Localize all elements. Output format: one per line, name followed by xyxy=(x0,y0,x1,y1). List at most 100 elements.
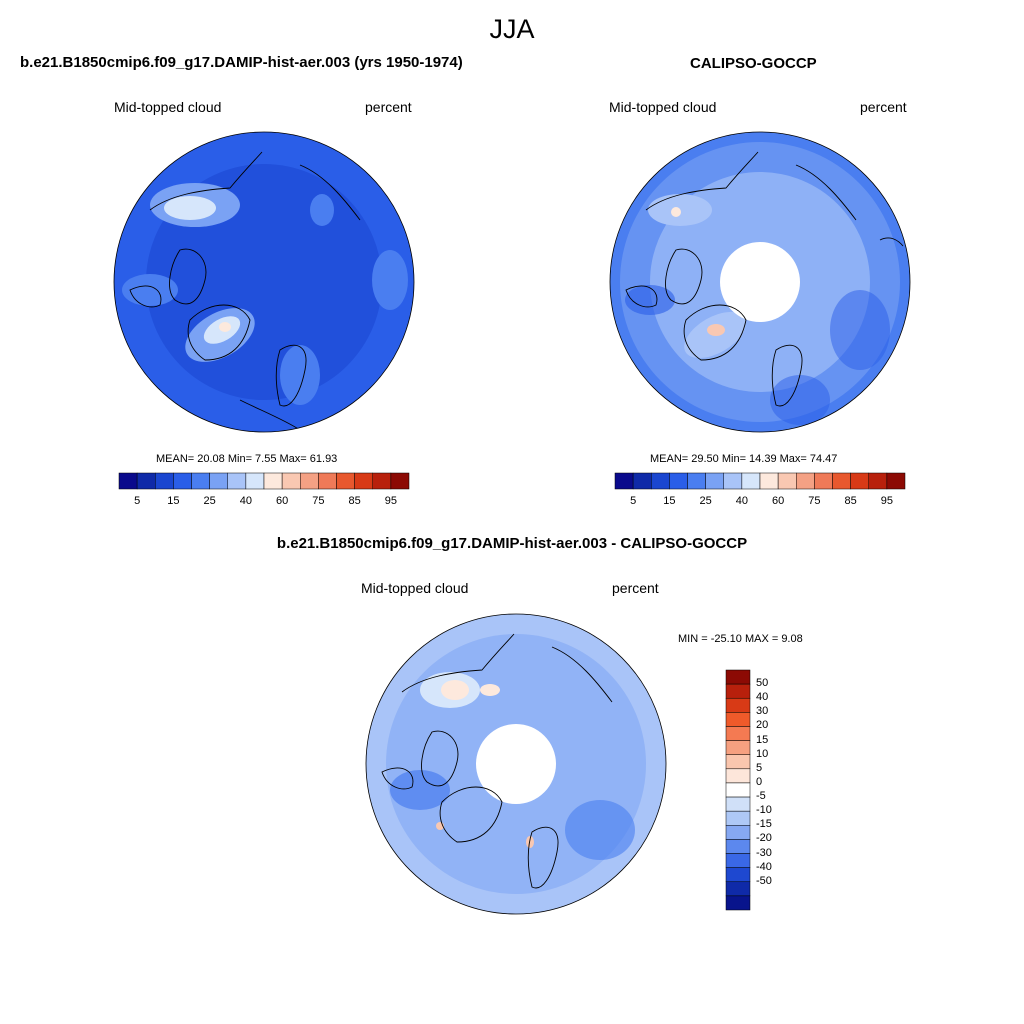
model-colorbar-tick-label: 75 xyxy=(312,495,325,507)
model-colorbar-swatch xyxy=(281,472,301,490)
model-units-label: percent xyxy=(365,99,412,115)
diff-colorbar-tick-label: 0 xyxy=(756,775,763,788)
diff-colorbar-swatch xyxy=(725,895,751,911)
diff-variable-label: Mid-topped cloud xyxy=(361,580,469,596)
diff-colorbar-tick-label: -15 xyxy=(756,818,772,831)
model-colorbar-tick-label: 60 xyxy=(276,495,289,507)
model-colorbar-swatch xyxy=(390,472,410,490)
obs-colorbar-swatch xyxy=(741,472,761,490)
diff-colorbar-tick-label: -5 xyxy=(756,790,766,803)
model-colorbar-tick-label: 5 xyxy=(134,495,141,507)
diff-colorbar-tick-label: 50 xyxy=(756,677,769,690)
figure-title: JJA xyxy=(489,14,535,44)
obs-variable-label: Mid-topped cloud xyxy=(609,99,717,115)
diff-colorbar-tick-label: -30 xyxy=(756,846,772,859)
diff-colorbar-swatch xyxy=(725,740,751,755)
diff-colorbar-tick-label: 10 xyxy=(756,747,769,760)
model-colorbar-swatch xyxy=(209,472,228,490)
diff-stats: MIN = -25.10 MAX = 9.08 xyxy=(678,633,803,645)
model-colorbar-swatch xyxy=(318,472,337,490)
diff-colorbar-swatch xyxy=(725,853,751,868)
model-colorbar-swatch xyxy=(336,472,355,490)
diff-colorbar-swatch xyxy=(725,726,751,741)
obs-coastlines xyxy=(625,151,904,407)
model-colorbar-tick-label: 25 xyxy=(203,495,216,507)
obs-colorbar-tick-label: 75 xyxy=(808,495,821,507)
diff-colorbar-swatch xyxy=(725,796,751,812)
model-colorbar-tick-label: 85 xyxy=(348,495,361,507)
diff-colorbar-swatch xyxy=(725,754,751,770)
obs-colorbar-tick-label: 25 xyxy=(699,495,712,507)
obs-colorbar-swatch xyxy=(687,472,706,490)
diff-colorbar-tick-label: 15 xyxy=(756,733,769,746)
obs-colorbar-swatch xyxy=(632,472,652,490)
obs-colorbar-swatch xyxy=(669,472,688,490)
obs-colorbar xyxy=(614,472,906,490)
diff-colorbar-swatch xyxy=(725,810,751,826)
model-colorbar-swatch xyxy=(372,472,392,490)
obs-colorbar-swatch xyxy=(832,472,851,490)
obs-colorbar-swatch xyxy=(723,472,743,490)
diff-colorbar-tick-label: -40 xyxy=(756,860,772,873)
obs-polar-map xyxy=(610,132,910,432)
diff-colorbar-swatch xyxy=(725,768,751,784)
obs-colorbar-swatch xyxy=(814,472,833,490)
model-colorbar-swatch xyxy=(173,472,192,490)
diff-colorbar-swatch xyxy=(725,782,751,798)
diff-panel-title: b.e21.B1850cmip6.f09_g17.DAMIP-hist-aer.… xyxy=(276,535,748,552)
obs-colorbar-swatch xyxy=(868,472,888,490)
diff-map-border xyxy=(365,613,667,915)
diff-colorbar-swatch xyxy=(725,867,751,883)
model-colorbar-swatch xyxy=(136,472,156,490)
model-colorbar-swatch xyxy=(263,472,283,490)
diff-colorbar-tick-label: -20 xyxy=(756,832,772,845)
obs-panel-title: CALIPSO-GOCCP xyxy=(690,55,817,72)
diff-colorbar-tick-label: 30 xyxy=(756,705,769,718)
model-coastlines xyxy=(129,151,361,431)
model-polar-map xyxy=(114,132,414,432)
obs-colorbar-tick-label: 85 xyxy=(844,495,857,507)
obs-colorbar-swatch xyxy=(759,472,779,490)
obs-stats: MEAN= 29.50 Min= 14.39 Max= 74.47 xyxy=(650,453,838,465)
diff-colorbar-swatch xyxy=(725,697,751,713)
obs-colorbar-swatch xyxy=(705,472,724,490)
obs-colorbar-tick-label: 40 xyxy=(735,495,748,507)
obs-colorbar-swatch xyxy=(614,472,634,490)
obs-colorbar-tick-label: 60 xyxy=(772,495,785,507)
model-colorbar-swatch xyxy=(354,472,373,490)
obs-colorbar-swatch xyxy=(796,472,815,490)
diff-colorbar-swatch xyxy=(725,881,751,897)
model-colorbar-swatch xyxy=(191,472,210,490)
model-colorbar-tick-label: 95 xyxy=(384,495,397,507)
model-map-border xyxy=(113,131,415,433)
obs-units-label: percent xyxy=(860,99,907,115)
diff-colorbar-tick-label: 20 xyxy=(756,719,769,732)
model-panel-title: b.e21.B1850cmip6.f09_g17.DAMIP-hist-aer.… xyxy=(20,54,463,71)
model-colorbar xyxy=(118,472,410,490)
obs-colorbar-swatch xyxy=(886,472,906,490)
diff-colorbar-tick-label: -50 xyxy=(756,874,772,887)
model-colorbar-swatch xyxy=(118,472,138,490)
obs-colorbar-tick-label: 5 xyxy=(630,495,637,507)
diff-units-label: percent xyxy=(612,580,659,596)
diff-polar-map xyxy=(366,614,666,914)
model-colorbar-swatch xyxy=(245,472,265,490)
model-variable-label: Mid-topped cloud xyxy=(114,99,222,115)
model-colorbar-swatch xyxy=(227,472,247,490)
diff-colorbar-swatch xyxy=(725,712,751,727)
diff-colorbar-swatch xyxy=(725,839,751,854)
diff-colorbar-swatch xyxy=(725,669,751,685)
model-colorbar-swatch xyxy=(155,472,174,490)
diff-colorbar xyxy=(725,669,751,911)
model-colorbar-tick-label: 40 xyxy=(239,495,252,507)
model-colorbar-tick-label: 15 xyxy=(167,495,180,507)
obs-map-border xyxy=(609,131,911,433)
diff-coastlines xyxy=(381,633,613,889)
diff-colorbar-tick-label: -10 xyxy=(756,804,772,817)
model-colorbar-swatch xyxy=(300,472,319,490)
diff-colorbar-swatch xyxy=(725,825,751,840)
obs-colorbar-tick-label: 15 xyxy=(663,495,676,507)
diff-colorbar-tick-label: 5 xyxy=(756,761,763,774)
diff-colorbar-swatch xyxy=(725,683,751,699)
